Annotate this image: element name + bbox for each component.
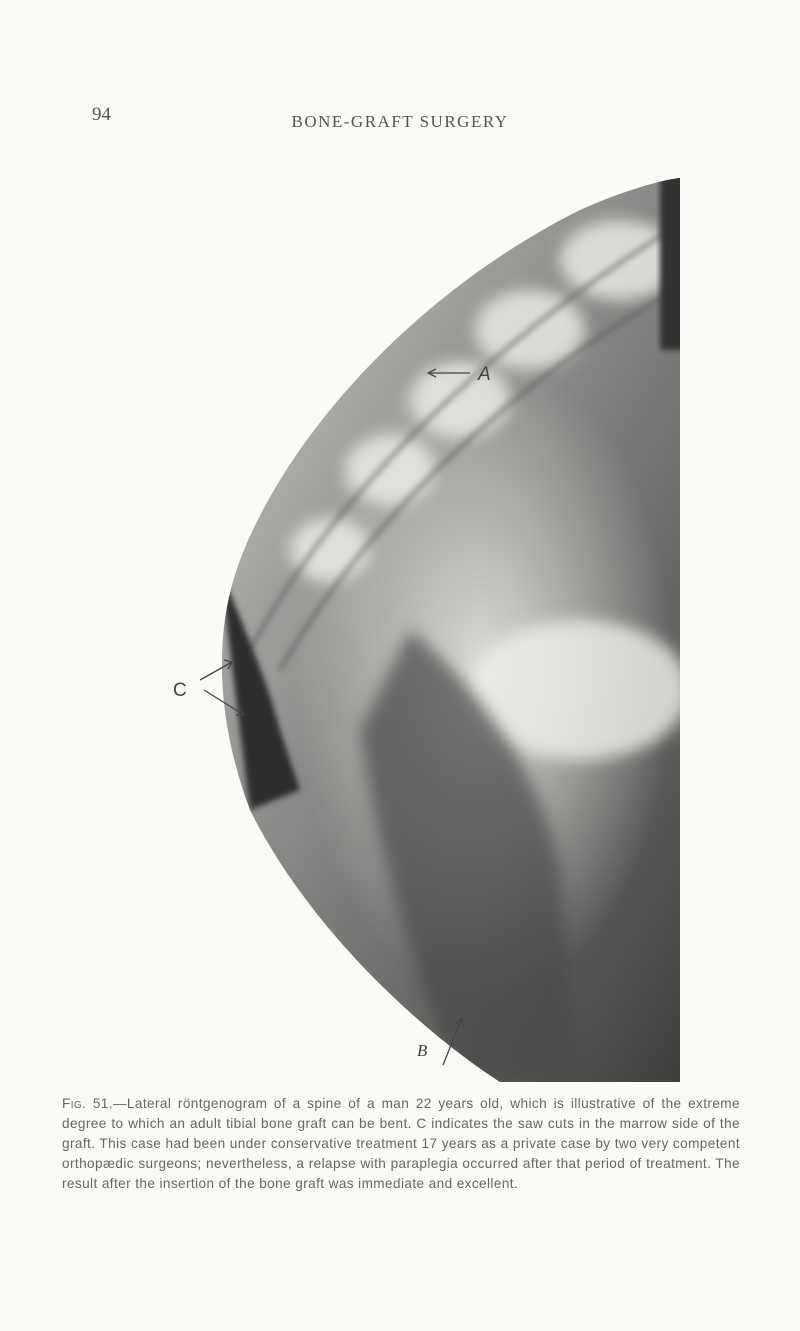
label-b: B	[417, 1041, 428, 1060]
radiograph: A C B	[173, 178, 681, 1082]
page-number: 94	[92, 104, 111, 125]
figure-caption: Fig. 51.—Lateral röntgenogram of a spine…	[62, 1094, 740, 1194]
label-c: C	[173, 680, 187, 701]
caption-label: Fig. 51.	[62, 1096, 113, 1111]
caption-text: —Lateral röntgenogram of a spine of a ma…	[62, 1096, 740, 1191]
running-title: BONE-GRAFT SURGERY	[291, 112, 509, 131]
label-a: A	[477, 364, 491, 385]
